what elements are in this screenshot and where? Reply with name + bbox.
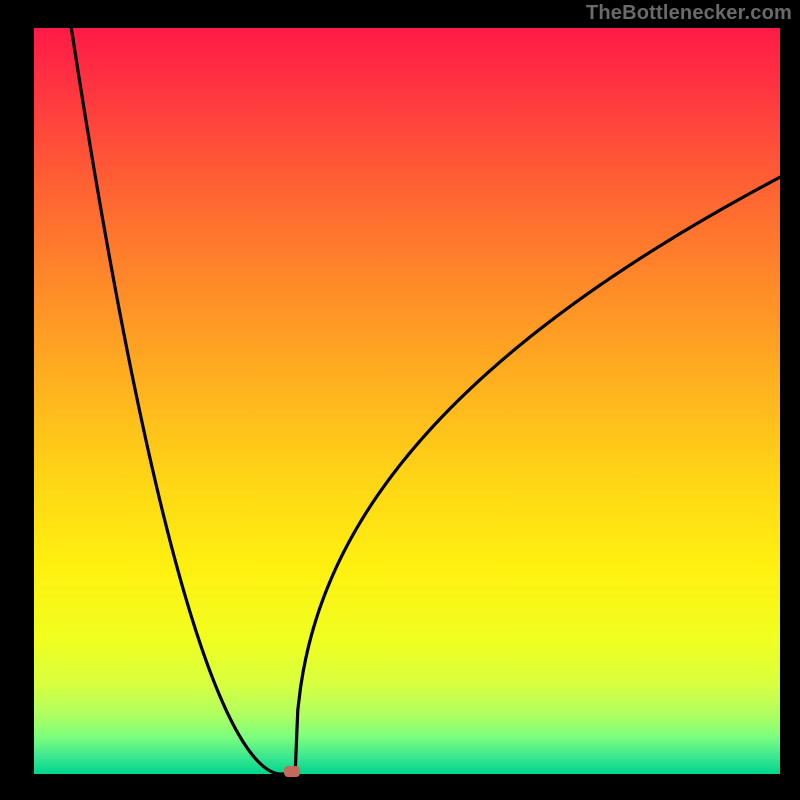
plot-area (34, 28, 780, 774)
optimum-marker (284, 766, 300, 777)
chart-frame: TheBottlenecker.com (0, 0, 800, 800)
watermark-text: TheBottlenecker.com (586, 2, 792, 25)
bottleneck-curve (34, 28, 780, 774)
